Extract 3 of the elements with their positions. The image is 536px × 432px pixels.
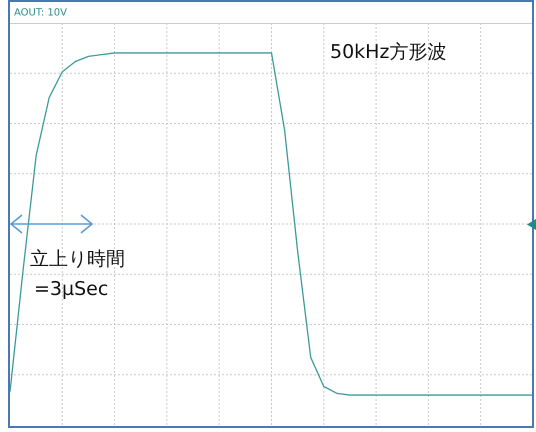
annotation: 50kHz方形波 bbox=[330, 40, 446, 63]
annotation: 立上り時間 =3μSec bbox=[30, 248, 125, 300]
chart-title: AOUT: 10V bbox=[14, 8, 68, 19]
